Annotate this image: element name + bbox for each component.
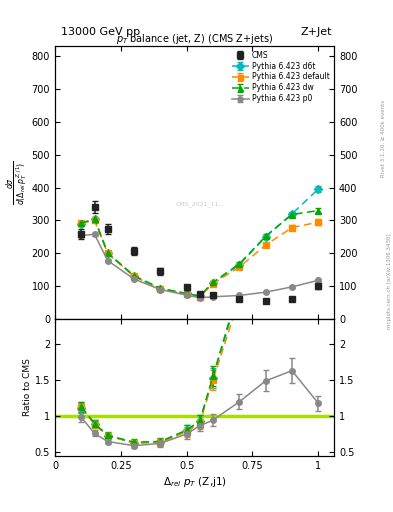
Text: Z+Jet: Z+Jet <box>301 27 332 37</box>
Y-axis label: $\frac{d\sigma}{d(\Delta_{rel}\,p_T^{Z,j1})}$: $\frac{d\sigma}{d(\Delta_{rel}\,p_T^{Z,j… <box>5 161 30 205</box>
Text: 13000 GeV pp: 13000 GeV pp <box>61 27 140 37</box>
Legend: CMS, Pythia 6.423 d6t, Pythia 6.423 default, Pythia 6.423 dw, Pythia 6.423 p0: CMS, Pythia 6.423 d6t, Pythia 6.423 defa… <box>229 48 332 106</box>
X-axis label: $\Delta_{rel}$ $p_T$ (Z,j1): $\Delta_{rel}$ $p_T$ (Z,j1) <box>163 475 226 489</box>
Y-axis label: Ratio to CMS: Ratio to CMS <box>23 358 32 416</box>
Title: $p_T$ balance (jet, Z) (CMS Z+jets): $p_T$ balance (jet, Z) (CMS Z+jets) <box>116 32 273 46</box>
Text: Rivet 3.1.10, ≥ 400k events: Rivet 3.1.10, ≥ 400k events <box>381 100 386 177</box>
Text: mcplots.cern.ch [arXiv:1306.3436]: mcplots.cern.ch [arXiv:1306.3436] <box>387 234 391 329</box>
Text: CMS_2021_11...: CMS_2021_11... <box>175 202 225 207</box>
